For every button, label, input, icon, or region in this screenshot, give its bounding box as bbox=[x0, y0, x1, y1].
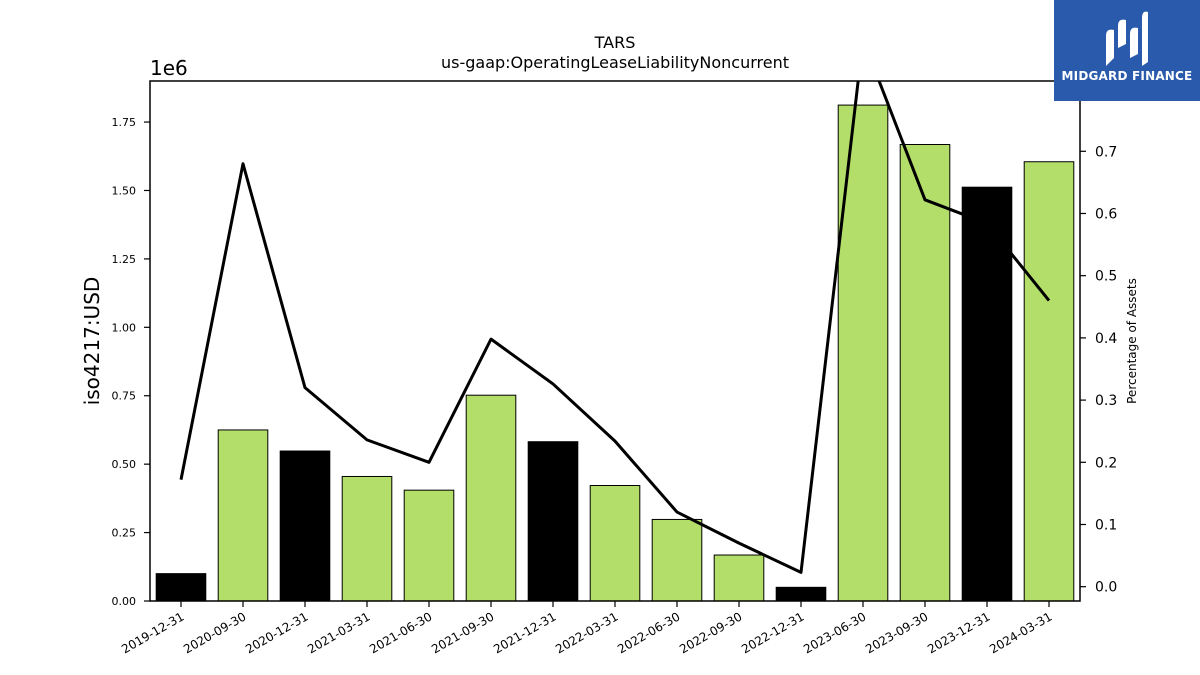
y2-tick-label: 0.6 bbox=[1095, 206, 1117, 222]
y-tick-label: 1.25 bbox=[112, 253, 137, 266]
y2-tick-label: 0.3 bbox=[1095, 393, 1117, 409]
bar bbox=[899, 143, 951, 601]
bar bbox=[465, 394, 517, 601]
y-axis-label: iso4217:USD bbox=[80, 277, 104, 406]
bar-series bbox=[155, 104, 1075, 601]
bar bbox=[527, 441, 579, 601]
y2-tick-label: 0.0 bbox=[1095, 580, 1117, 596]
bar bbox=[651, 518, 703, 601]
bar bbox=[403, 489, 455, 601]
x-tick-label: 2021-03-31 bbox=[305, 609, 372, 656]
bar bbox=[961, 186, 1013, 601]
y-tick-label: 0.75 bbox=[112, 390, 137, 403]
y2-tick-label: 0.5 bbox=[1095, 269, 1117, 285]
logo-text: MIDGARD FINANCE bbox=[1061, 69, 1193, 83]
logo-mark-icon bbox=[1106, 11, 1148, 67]
chart-title: TARS bbox=[594, 33, 636, 52]
y2-tick-label: 0.7 bbox=[1095, 144, 1117, 160]
line-series-group bbox=[179, 81, 1051, 574]
y-exponent-label: 1e6 bbox=[150, 56, 188, 80]
x-tick-label: 2022-12-31 bbox=[739, 609, 806, 656]
y-tick-label: 0.50 bbox=[112, 458, 137, 471]
x-tick-label: 2022-09-30 bbox=[677, 609, 744, 656]
y2-axis-label: Percentage of Assets bbox=[1125, 278, 1139, 404]
bar bbox=[279, 450, 331, 601]
x-tick-label: 2021-09-30 bbox=[429, 609, 496, 656]
bar bbox=[775, 586, 827, 601]
x-tick-label: 2021-06-30 bbox=[367, 609, 434, 656]
y2-tick-label: 0.1 bbox=[1095, 517, 1117, 533]
bar bbox=[713, 554, 765, 601]
y-tick-label: 1.00 bbox=[112, 321, 137, 334]
logo: MIDGARD FINANCE bbox=[1054, 0, 1200, 101]
x-tick-label: 2023-06-30 bbox=[801, 609, 868, 656]
x-tick-label: 2023-09-30 bbox=[863, 609, 930, 656]
y-tick-label: 1.75 bbox=[112, 116, 137, 129]
y-tick-label: 1.50 bbox=[112, 184, 137, 197]
x-tick-label: 2020-09-30 bbox=[181, 609, 248, 656]
chart-subtitle: us-gaap:OperatingLeaseLiabilityNoncurren… bbox=[441, 53, 789, 72]
x-tick-label: 2020-12-31 bbox=[243, 609, 310, 656]
x-tick-label: 2019-12-31 bbox=[119, 609, 186, 656]
x-tick-label: 2023-12-31 bbox=[925, 609, 992, 656]
x-tick-label: 2022-06-30 bbox=[615, 609, 682, 656]
x-tick-label: 2024-03-31 bbox=[987, 609, 1054, 656]
bar bbox=[1023, 161, 1075, 601]
bar bbox=[217, 429, 269, 601]
y-tick-label: 0.00 bbox=[112, 595, 137, 608]
y2-tick-label: 0.4 bbox=[1095, 331, 1117, 347]
x-tick-label: 2021-12-31 bbox=[491, 609, 558, 656]
y2-tick-label: 0.2 bbox=[1095, 455, 1117, 471]
bar bbox=[155, 573, 207, 601]
bar bbox=[589, 485, 641, 601]
bar bbox=[341, 475, 393, 601]
y-tick-label: 0.25 bbox=[112, 527, 137, 540]
line-series bbox=[179, 81, 1051, 574]
x-tick-label: 2022-03-31 bbox=[553, 609, 620, 656]
